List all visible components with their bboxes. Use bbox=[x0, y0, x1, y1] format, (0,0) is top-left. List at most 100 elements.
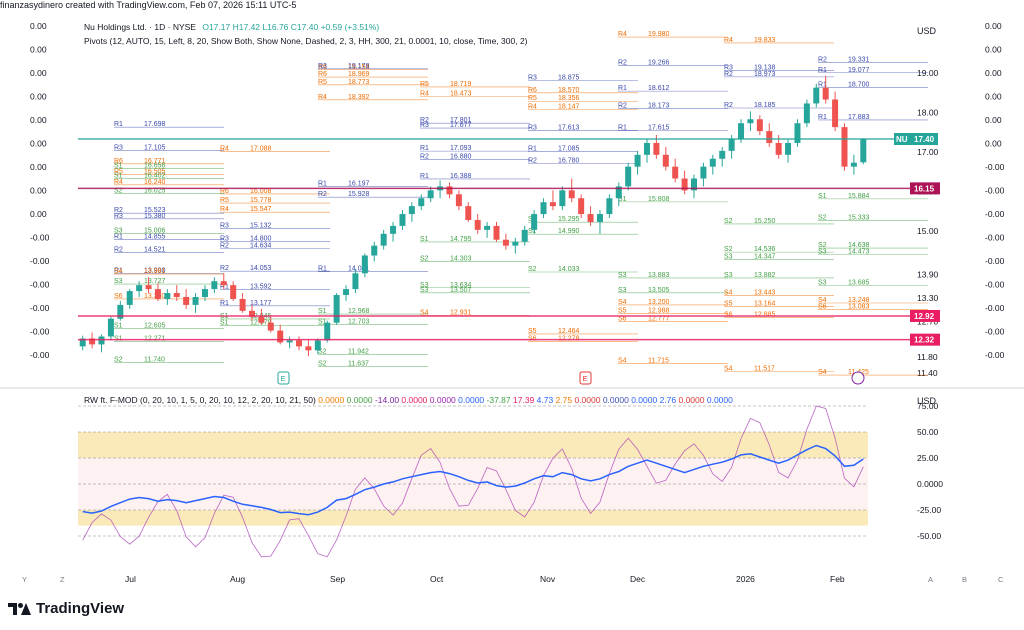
candle-body[interactable] bbox=[145, 285, 152, 290]
candle-body[interactable] bbox=[493, 225, 500, 240]
oscillator-legend[interactable]: RW ft. F-MOD (0, 20, 10, 1, 5, 0, 20, 10… bbox=[84, 395, 733, 405]
candle-body[interactable] bbox=[794, 123, 801, 143]
candle-body[interactable] bbox=[173, 293, 180, 297]
candle-body[interactable] bbox=[267, 322, 274, 331]
currency-label[interactable]: USD bbox=[917, 26, 937, 36]
pivot-level-name: S4 bbox=[618, 358, 627, 365]
candle-body[interactable] bbox=[803, 103, 810, 124]
candle-body[interactable] bbox=[314, 340, 321, 351]
candle-body[interactable] bbox=[230, 285, 237, 299]
candle-body[interactable] bbox=[164, 293, 171, 299]
candle-body[interactable] bbox=[540, 202, 547, 215]
candle-body[interactable] bbox=[766, 131, 773, 143]
osc-axis-label: 0.0000 bbox=[917, 479, 943, 489]
candle-body[interactable] bbox=[521, 229, 528, 242]
candle-body[interactable] bbox=[107, 318, 114, 337]
candle-body[interactable] bbox=[700, 166, 707, 179]
candle-body[interactable] bbox=[474, 219, 481, 230]
candle-body[interactable] bbox=[211, 281, 218, 290]
candle-body[interactable] bbox=[484, 225, 491, 230]
candle-body[interactable] bbox=[719, 150, 726, 159]
candle-body[interactable] bbox=[813, 87, 820, 104]
candle-body[interactable] bbox=[662, 154, 669, 167]
candle-body[interactable] bbox=[578, 198, 585, 215]
price-tag-box[interactable] bbox=[910, 182, 940, 195]
pivots-legend[interactable]: Pivots (12, AUTO, 15, Left, 8, 20, Show … bbox=[84, 36, 528, 46]
candle-body[interactable] bbox=[531, 214, 538, 230]
candle-body[interactable] bbox=[79, 338, 86, 347]
candle-body[interactable] bbox=[728, 139, 735, 151]
candle-body[interactable] bbox=[390, 225, 397, 234]
candle-body[interactable] bbox=[841, 127, 848, 167]
candle-body[interactable] bbox=[455, 194, 462, 207]
candle-body[interactable] bbox=[380, 233, 387, 246]
candle-body[interactable] bbox=[343, 289, 350, 296]
earnings-marker[interactable] bbox=[277, 371, 290, 385]
candle-body[interactable] bbox=[258, 316, 265, 323]
pivot-level-name: R5 bbox=[220, 197, 229, 204]
candle-body[interactable] bbox=[559, 190, 566, 207]
candle-body[interactable] bbox=[747, 119, 754, 124]
price-tag-box[interactable] bbox=[910, 333, 940, 346]
candle-body[interactable] bbox=[296, 340, 303, 347]
candle-body[interactable] bbox=[822, 87, 829, 100]
candle-body[interactable] bbox=[860, 139, 867, 163]
candle-body[interactable] bbox=[117, 304, 124, 319]
candle-body[interactable] bbox=[333, 295, 340, 323]
candle-body[interactable] bbox=[126, 291, 133, 305]
candle-body[interactable] bbox=[98, 336, 105, 345]
candle-body[interactable] bbox=[587, 214, 594, 222]
candle-body[interactable] bbox=[785, 142, 792, 155]
candle-body[interactable] bbox=[681, 178, 688, 191]
chart-svg[interactable]: 19.0018.0017.0016.0015.0013.9013.3012.70… bbox=[0, 14, 1024, 596]
candle-body[interactable] bbox=[709, 158, 716, 167]
candle-body[interactable] bbox=[89, 338, 96, 345]
candle-body[interactable] bbox=[399, 214, 406, 226]
candle-body[interactable] bbox=[775, 142, 782, 155]
candle-body[interactable] bbox=[568, 190, 575, 199]
price-axis-label: 17.00 bbox=[917, 147, 939, 157]
chart-area[interactable]: 19.0018.0017.0016.0015.0013.9013.3012.70… bbox=[0, 14, 1024, 596]
candle-body[interactable] bbox=[512, 241, 519, 246]
candle-body[interactable] bbox=[465, 206, 472, 220]
candle-body[interactable] bbox=[324, 322, 331, 341]
candle-body[interactable] bbox=[192, 297, 199, 305]
candle-body[interactable] bbox=[201, 289, 208, 297]
candle-body[interactable] bbox=[248, 310, 255, 317]
candle-body[interactable] bbox=[625, 166, 632, 187]
candle-body[interactable] bbox=[408, 206, 415, 215]
candle-body[interactable] bbox=[596, 214, 603, 222]
dividend-marker-icon[interactable] bbox=[851, 371, 865, 385]
candle-body[interactable] bbox=[634, 154, 641, 167]
candle-body[interactable] bbox=[418, 198, 425, 207]
candle-body[interactable] bbox=[361, 255, 368, 274]
candle-body[interactable] bbox=[756, 119, 763, 132]
candle-body[interactable] bbox=[305, 346, 312, 351]
candle-body[interactable] bbox=[183, 297, 190, 305]
candle-body[interactable] bbox=[672, 166, 679, 179]
candle-body[interactable] bbox=[136, 285, 143, 292]
candle-body[interactable] bbox=[352, 273, 359, 290]
candle-body[interactable] bbox=[653, 142, 660, 155]
candle-body[interactable] bbox=[832, 99, 839, 128]
candle-body[interactable] bbox=[850, 162, 857, 167]
candle-body[interactable] bbox=[239, 298, 246, 311]
candle-body[interactable] bbox=[277, 330, 284, 343]
candle-body[interactable] bbox=[691, 178, 698, 191]
candle-body[interactable] bbox=[643, 142, 650, 155]
earnings-marker[interactable] bbox=[579, 371, 592, 385]
candle-body[interactable] bbox=[427, 190, 434, 199]
candle-body[interactable] bbox=[154, 289, 161, 299]
price-tag-box[interactable] bbox=[894, 133, 938, 145]
candle-body[interactable] bbox=[220, 281, 227, 286]
candle-body[interactable] bbox=[615, 186, 622, 199]
candle-body[interactable] bbox=[738, 123, 745, 139]
candle-body[interactable] bbox=[606, 198, 613, 215]
candle-body[interactable] bbox=[502, 239, 509, 246]
candle-body[interactable] bbox=[286, 340, 293, 343]
candle-body[interactable] bbox=[446, 186, 453, 195]
price-tag-box[interactable] bbox=[910, 309, 940, 322]
candle-body[interactable] bbox=[371, 245, 378, 256]
candle-body[interactable] bbox=[549, 202, 556, 207]
symbol-legend[interactable]: Nu Holdings Ltd. · 1D · NYSE O17.17 H17.… bbox=[84, 22, 379, 32]
